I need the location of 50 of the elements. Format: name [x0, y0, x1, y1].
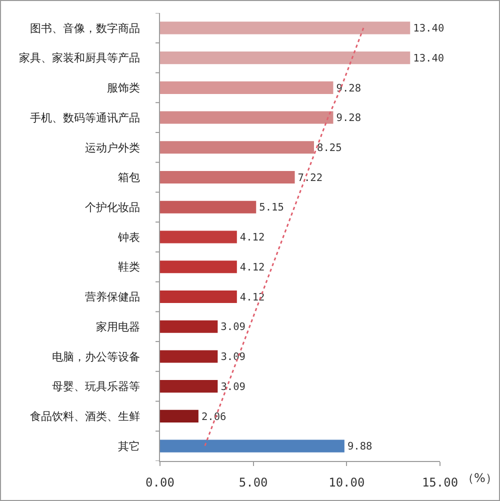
y-tick-label: 母婴、玩具乐器等 — [52, 380, 140, 394]
y-tick-label: 食品饮料、酒类、生鲜 — [30, 410, 140, 424]
bar — [160, 290, 237, 304]
bar — [160, 52, 410, 64]
data-label: 9.28 — [336, 82, 362, 94]
data-label: 13.40 — [413, 52, 444, 64]
y-tick-label: 家用电器 — [96, 320, 140, 334]
bar — [160, 410, 198, 422]
data-label: 4.12 — [240, 291, 265, 304]
y-tick-label: 鞋类 — [118, 260, 140, 274]
bar — [160, 141, 314, 154]
y-tick-label: 电脑，办公等设备 — [52, 350, 140, 364]
data-label: 13.40 — [413, 22, 444, 35]
y-tick-label: 个护化妆品 — [84, 200, 140, 214]
y-tick-label: 其它 — [118, 440, 140, 453]
data-label: 8.25 — [317, 142, 342, 154]
bar — [160, 440, 344, 452]
bar — [160, 350, 218, 363]
data-label: 7.22 — [298, 172, 323, 184]
bar — [160, 230, 237, 244]
data-label: 9.88 — [347, 440, 372, 453]
x-axis-title: （%） — [462, 471, 498, 485]
y-tick-label: 钟表 — [116, 230, 140, 244]
y-tick-label: 手机、数码等通讯产品 — [30, 111, 140, 124]
data-label: 5.15 — [259, 202, 284, 214]
x-tick-label: 10.00 — [328, 475, 365, 490]
data-label: 3.09 — [220, 351, 246, 364]
y-tick-label: 营养保健品 — [84, 290, 140, 304]
data-label: 3.09 — [220, 380, 246, 393]
y-tick-label: 图书、音像，数字商品 — [30, 22, 140, 35]
data-label: 4.12 — [240, 261, 265, 274]
data-label: 9.28 — [336, 112, 362, 124]
y-tick-label: 运动户外类 — [84, 141, 140, 154]
bar — [160, 170, 295, 184]
y-tick-label: 家具、家装和厨具等产品 — [18, 52, 140, 65]
y-tick-label: 服饰类 — [106, 82, 140, 95]
bar — [160, 380, 218, 393]
x-tick-label: 15.00 — [422, 475, 458, 490]
bar — [160, 320, 218, 333]
bar — [160, 200, 256, 214]
y-tick-label: 箱包 — [118, 171, 140, 184]
bar — [160, 22, 410, 34]
bar — [160, 111, 334, 124]
x-tick-label: 5.00 — [238, 475, 268, 490]
data-label: 3.09 — [220, 321, 246, 334]
bar — [160, 81, 334, 94]
bar — [160, 260, 237, 274]
data-label: 2.06 — [201, 410, 226, 423]
data-label: 4.12 — [240, 232, 265, 244]
x-tick-label: 0.00 — [146, 475, 174, 490]
